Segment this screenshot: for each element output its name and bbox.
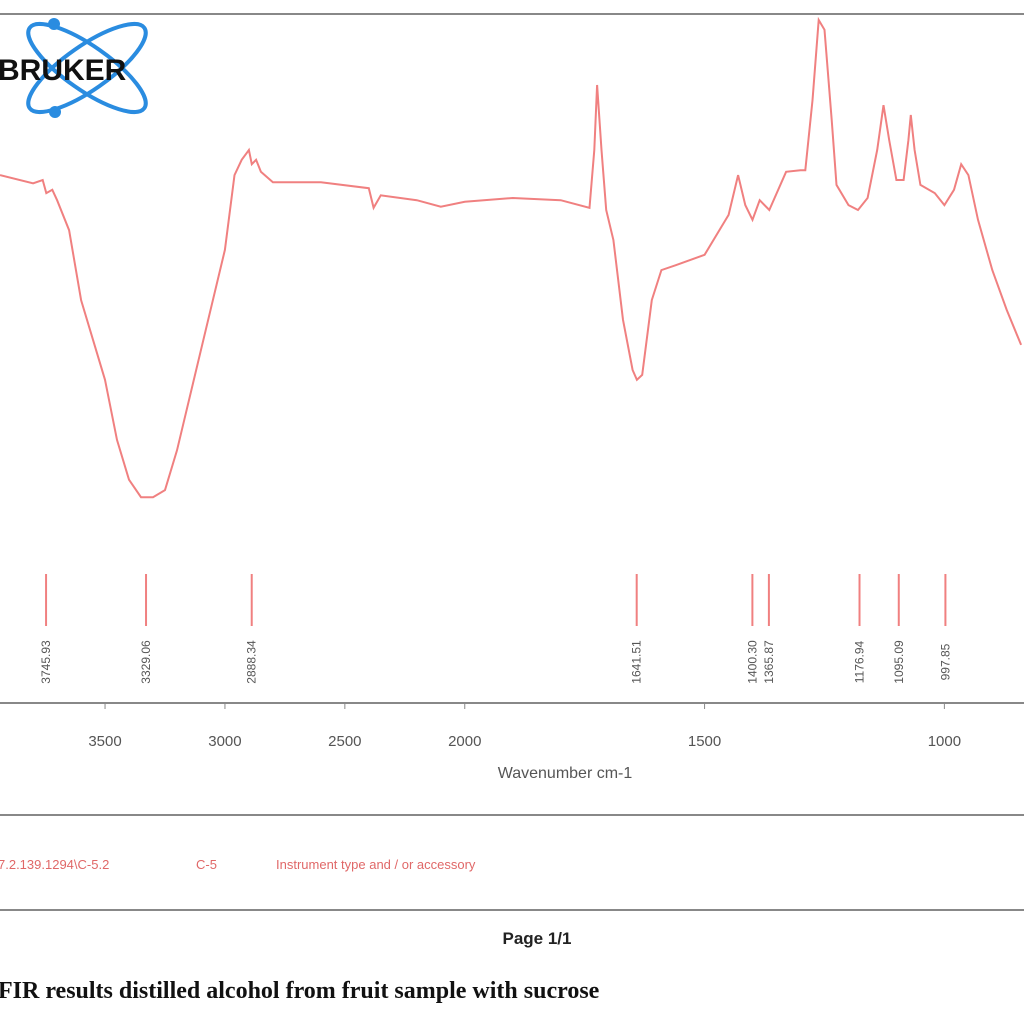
caption: FIR results distilled alcohol from fruit… (0, 978, 600, 1004)
x-tick-label: 3000 (208, 733, 241, 750)
x-axis-label: Wavenumber cm-1 (498, 765, 633, 782)
page-number: Page 1/1 (503, 929, 572, 948)
spectrum-line (0, 16, 1023, 499)
peak-label: 1365.87 (762, 640, 776, 684)
footer-text: Instrument type and / or accessory (276, 857, 476, 872)
peak-label: 3329.06 (139, 640, 153, 684)
x-tick-label: 3500 (88, 733, 121, 750)
peak-label: 997.85 (938, 643, 952, 680)
footer-text: 7.2.139.1294\C-5.2 (0, 857, 109, 872)
x-tick-label: 1500 (688, 733, 721, 750)
peak-label: 3745.93 (39, 640, 53, 684)
peak-label: 1095.09 (892, 640, 906, 684)
peak-label: 1176.94 (853, 640, 867, 683)
footer-text: C-5 (196, 857, 217, 872)
x-tick-label: 2500 (328, 733, 361, 750)
x-tick-label: 2000 (448, 733, 481, 750)
x-tick-label: 1000 (928, 733, 961, 750)
logo: BRUKER (0, 18, 148, 118)
logo-text: BRUKER (0, 54, 127, 87)
peak-label: 1400.30 (745, 640, 759, 684)
peak-label: 1641.51 (630, 640, 644, 684)
peak-label: 2888.34 (245, 640, 259, 684)
